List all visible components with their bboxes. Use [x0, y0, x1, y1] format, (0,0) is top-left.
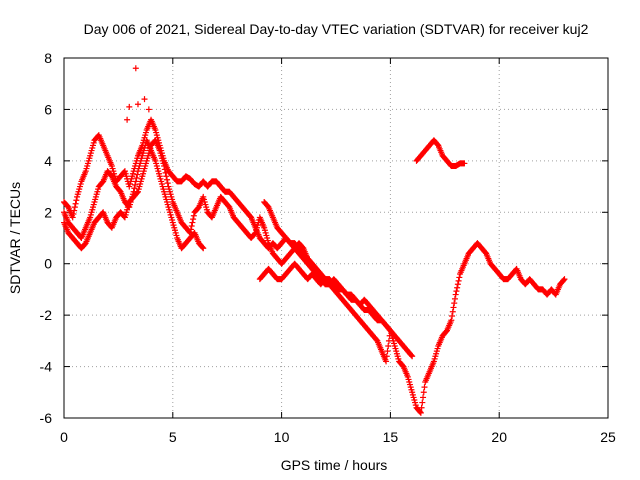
y-tick-label: 8: [44, 50, 52, 66]
plot-frame: [63, 57, 609, 419]
x-tick-label: 10: [274, 429, 290, 445]
data-point-marker: [456, 274, 463, 281]
data-point-marker: [134, 189, 141, 196]
y-tick-label: 4: [44, 153, 52, 169]
y-tick-label: 6: [44, 101, 52, 117]
x-axis-label: GPS time / hours: [281, 457, 388, 473]
y-tick-label: 0: [44, 256, 52, 272]
data-point-marker: [188, 223, 195, 229]
data-point-marker: [124, 116, 131, 123]
data-point-marker: [417, 409, 424, 415]
data-point-marker: [386, 326, 393, 333]
data-point-marker: [190, 216, 197, 223]
data-point-marker: [454, 281, 461, 288]
series-track-e: [256, 260, 333, 288]
data-point-marker: [560, 277, 567, 283]
data-point-marker: [448, 317, 455, 324]
data-point-marker: [73, 197, 80, 204]
data-point-marker: [251, 230, 258, 237]
data-point-marker: [326, 281, 333, 288]
data-point-marker: [451, 300, 458, 307]
data-point-marker: [420, 394, 427, 401]
data-point-marker: [451, 295, 458, 302]
data-point-marker: [161, 163, 168, 169]
data-point-marker: [385, 343, 392, 349]
x-tick-label: 5: [169, 429, 177, 445]
series-track-c: [61, 137, 207, 252]
data-point-marker: [200, 245, 207, 252]
data-point-marker: [461, 160, 468, 167]
data-point-marker: [449, 308, 456, 315]
axis-ticks: 0 5 10 15 20 25 -6 -4 -2 0 2 4 6 8: [40, 50, 616, 445]
data-point-marker: [126, 103, 133, 110]
data-point-marker: [454, 284, 461, 291]
data-point-marker: [71, 207, 78, 214]
data-point-marker: [187, 226, 194, 233]
data-point-marker: [189, 219, 196, 226]
data-point-marker: [132, 178, 139, 185]
series-track-d: [261, 199, 394, 334]
data-point-marker: [419, 399, 426, 406]
data-point-marker: [69, 214, 76, 221]
data-point-marker: [134, 101, 141, 108]
data-point-marker: [452, 291, 459, 298]
data-point-marker: [408, 352, 415, 359]
data-point-marker: [132, 65, 139, 72]
data-point-marker: [455, 277, 462, 284]
data-point-marker: [420, 389, 427, 396]
data-point-marker: [449, 313, 456, 319]
data-point-marker: [70, 211, 77, 217]
x-tick-label: 0: [60, 429, 68, 445]
data-point-marker: [199, 244, 206, 251]
data-point-marker: [450, 304, 457, 311]
data-point-marker: [163, 176, 170, 183]
grid: [64, 58, 608, 418]
y-tick-label: -4: [40, 359, 53, 375]
data-point-marker: [163, 173, 170, 180]
data-point-marker: [164, 180, 171, 187]
data-point-marker: [409, 353, 416, 360]
data-point-marker: [145, 106, 152, 113]
data-point-marker: [190, 212, 197, 219]
data-point-marker: [417, 409, 424, 416]
data-point-marker: [383, 358, 390, 365]
data-point-marker: [325, 280, 332, 287]
data-point-marker: [134, 171, 141, 178]
data-point-marker: [384, 348, 391, 355]
data-point-marker: [141, 96, 148, 103]
data-point-marker: [71, 204, 78, 211]
data-point-marker: [418, 404, 425, 411]
data-point-marker: [161, 166, 168, 173]
y-tick-label: -2: [40, 307, 53, 323]
data-point-marker: [133, 175, 140, 181]
x-tick-label: 15: [383, 429, 399, 445]
data-point-marker: [387, 327, 394, 334]
data-point-marker: [561, 276, 568, 283]
x-tick-label: 20: [491, 429, 507, 445]
data-point-marker: [132, 181, 139, 188]
data-point-marker: [72, 200, 79, 207]
data-point-marker: [453, 288, 460, 295]
data-point-marker: [383, 353, 390, 360]
series-track-f: [413, 137, 468, 169]
y-tick-label: 2: [44, 204, 52, 220]
data-point-marker: [162, 169, 169, 176]
x-tick-label: 25: [600, 429, 616, 445]
series-outliers: [124, 65, 152, 123]
y-tick-label: -6: [40, 410, 53, 426]
data-point-marker: [130, 188, 137, 195]
data-point-marker: [421, 384, 428, 391]
data-point-marker: [131, 185, 138, 192]
data-markers: [61, 65, 568, 416]
y-axis-label: SDTVAR / TECUs: [7, 182, 23, 294]
chart-title: Day 006 of 2021, Sidereal Day-to-day VTE…: [84, 21, 589, 37]
